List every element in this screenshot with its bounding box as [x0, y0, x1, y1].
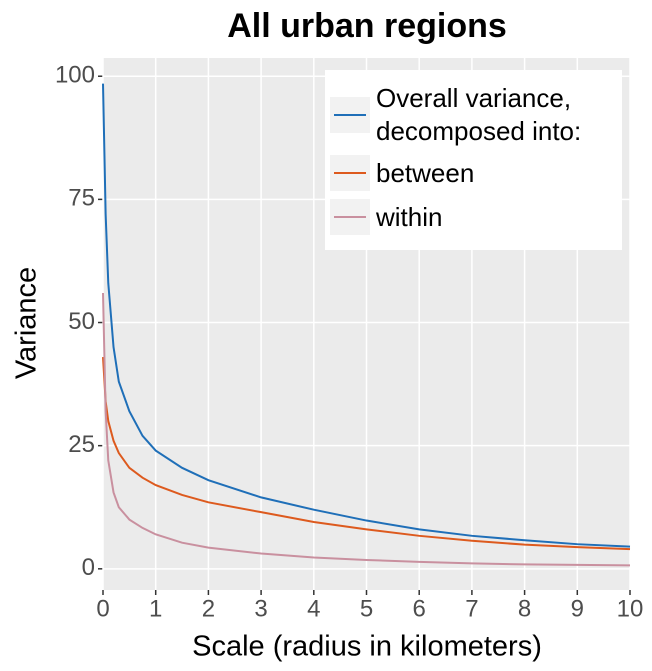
y-tick-label: 0: [82, 554, 95, 581]
x-tick-label: 9: [571, 595, 584, 622]
legend-swatch: [334, 216, 366, 218]
legend: Overall variance, decomposed into: betwee…: [325, 70, 622, 250]
x-axis-label: Scale (radius in kilometers): [192, 631, 542, 663]
y-tick-label: 100: [55, 62, 95, 89]
y-axis-label: Variance: [11, 267, 43, 379]
x-tick-label: 5: [360, 595, 373, 622]
x-tick-label: 7: [465, 595, 478, 622]
legend-key: [330, 155, 370, 191]
legend-label: within: [376, 201, 443, 232]
legend-key: [330, 199, 370, 235]
legend-label: Overall variance, decomposed into:: [376, 83, 582, 146]
y-tick-label: 50: [68, 308, 95, 335]
line: [102, 83, 631, 548]
legend-item: Overall variance, decomposed into:: [325, 82, 622, 147]
x-tick-label: 2: [202, 595, 215, 622]
x-tick-label: 1: [149, 595, 162, 622]
x-tick-label: 6: [413, 595, 426, 622]
y-tick-label: 25: [68, 431, 95, 458]
legend-item: within: [325, 199, 622, 235]
chart-title: All urban regions: [227, 7, 507, 45]
line: [102, 292, 631, 567]
y-tick-label: 75: [68, 185, 95, 212]
x-tick-label: 8: [518, 595, 531, 622]
x-tick-label: 4: [307, 595, 320, 622]
legend-swatch: [334, 172, 366, 174]
line: [102, 356, 631, 551]
x-tick-label: 0: [96, 595, 109, 622]
x-tick-label: 10: [617, 595, 644, 622]
legend-label: between: [376, 157, 475, 188]
x-tick-label: 3: [254, 595, 267, 622]
legend-swatch: [334, 113, 366, 116]
legend-item: between: [325, 155, 622, 191]
legend-key: [330, 96, 370, 133]
